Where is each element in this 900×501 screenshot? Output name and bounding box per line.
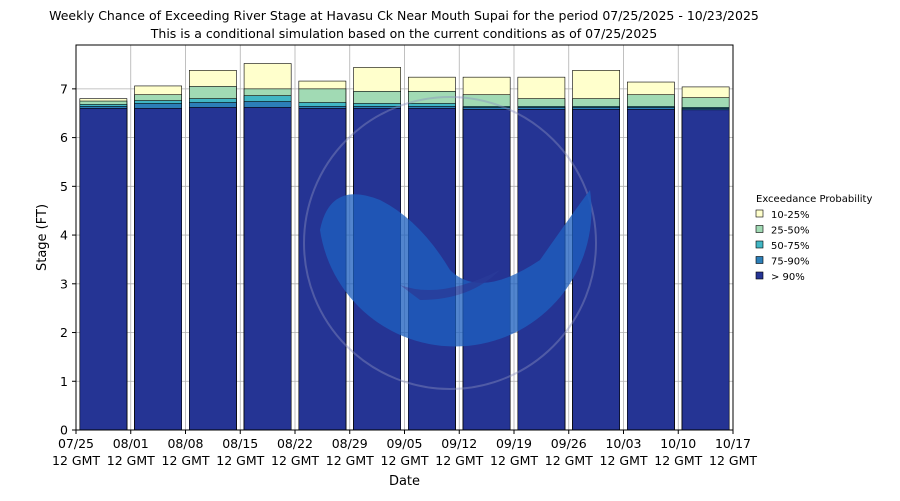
- x-tick-label-time: 12 GMT: [107, 453, 155, 468]
- legend-swatch: [755, 209, 764, 218]
- x-axis-label: Date: [389, 474, 420, 489]
- x-tick-label-date: 10/10: [660, 436, 696, 451]
- y-tick-label: 5: [60, 179, 68, 194]
- x-tick-label-time: 12 GMT: [490, 453, 538, 468]
- legend-entry: 50-75%: [771, 241, 810, 252]
- legend: Exceedance Probability 10-25% 25-50% 50-75%…: [755, 194, 872, 283]
- x-tick-label-date: 09/05: [386, 436, 422, 451]
- y-tick-label: 6: [60, 130, 68, 145]
- y-tick-label: 2: [60, 325, 68, 340]
- y-tick-label: 7: [60, 81, 68, 96]
- x-tick-label-time: 12 GMT: [545, 453, 593, 468]
- legend-entry: > 90%: [771, 272, 805, 283]
- y-tick-label: 3: [60, 276, 68, 291]
- x-tick-label-date: 08/01: [113, 436, 149, 451]
- legend-swatch: [755, 256, 764, 264]
- x-tick-label-date: 08/08: [167, 436, 203, 451]
- noaa-watermark: [303, 96, 597, 390]
- y-tick-label: 4: [60, 228, 68, 243]
- chart-title: Weekly Chance of Exceeding River Stage a…: [49, 8, 759, 23]
- legend-title: Exceedance Probability: [756, 194, 872, 205]
- axes-layer: 0 1 2 3 4 5 6 7 07/25 12 GMT 08/01 12 GMT 08/08 12 GM…: [35, 44, 757, 489]
- x-tick-label-date: 07/25: [58, 436, 94, 451]
- x-tick-label-time: 12 GMT: [216, 453, 264, 468]
- x-tick-label-date: 10/17: [715, 436, 751, 451]
- x-tick-label-date: 08/22: [277, 436, 313, 451]
- x-tick-label-time: 12 GMT: [162, 453, 210, 468]
- legend-entry: 75-90%: [771, 257, 810, 268]
- x-tick-label-time: 12 GMT: [52, 453, 100, 468]
- legend-swatch: [755, 240, 764, 249]
- legend-swatch: [755, 225, 764, 233]
- y-tick-label: 1: [60, 374, 68, 389]
- x-tick-label-date: 08/29: [332, 436, 368, 451]
- legend-entry: 25-50%: [771, 226, 810, 237]
- bar-90-1: [134, 108, 182, 431]
- noaa-watermark-wave: [320, 190, 592, 347]
- y-tick-label: 0: [60, 423, 68, 438]
- bar-90-9: [572, 109, 620, 431]
- bar-90-7: [462, 109, 511, 431]
- bar-90-3: [243, 107, 292, 431]
- chart-subtitle: This is a conditional simulation based o…: [150, 26, 658, 41]
- bar-90-10: [627, 109, 675, 431]
- x-tick-label-time: 12 GMT: [271, 453, 319, 468]
- x-tick-label-date: 10/03: [605, 436, 641, 451]
- bar-90-11: [681, 109, 730, 431]
- x-tick-label-date: 09/19: [496, 436, 532, 451]
- bar-90-0: [79, 108, 128, 431]
- legend-swatch: [755, 271, 764, 280]
- noaa-watermark-gull: [400, 270, 500, 300]
- legend-entry: 10-25%: [771, 210, 810, 221]
- x-tick-label-time: 12 GMT: [435, 453, 483, 468]
- x-tick-label-date: 08/15: [222, 436, 258, 451]
- x-tick-label-date: 09/26: [551, 436, 587, 451]
- x-tick-label-time: 12 GMT: [600, 453, 648, 468]
- x-tick-label-time: 12 GMT: [709, 453, 757, 468]
- y-axis-label: Stage (FT): [35, 204, 50, 271]
- noaa-watermark-ring: [303, 96, 597, 390]
- x-tick-label-time: 12 GMT: [654, 453, 702, 468]
- x-tick-label-date: 09/12: [441, 436, 477, 451]
- bar-90-2: [189, 107, 237, 431]
- x-tick-label-time: 12 GMT: [326, 453, 374, 468]
- x-tick-label-time: 12 GMT: [381, 453, 429, 468]
